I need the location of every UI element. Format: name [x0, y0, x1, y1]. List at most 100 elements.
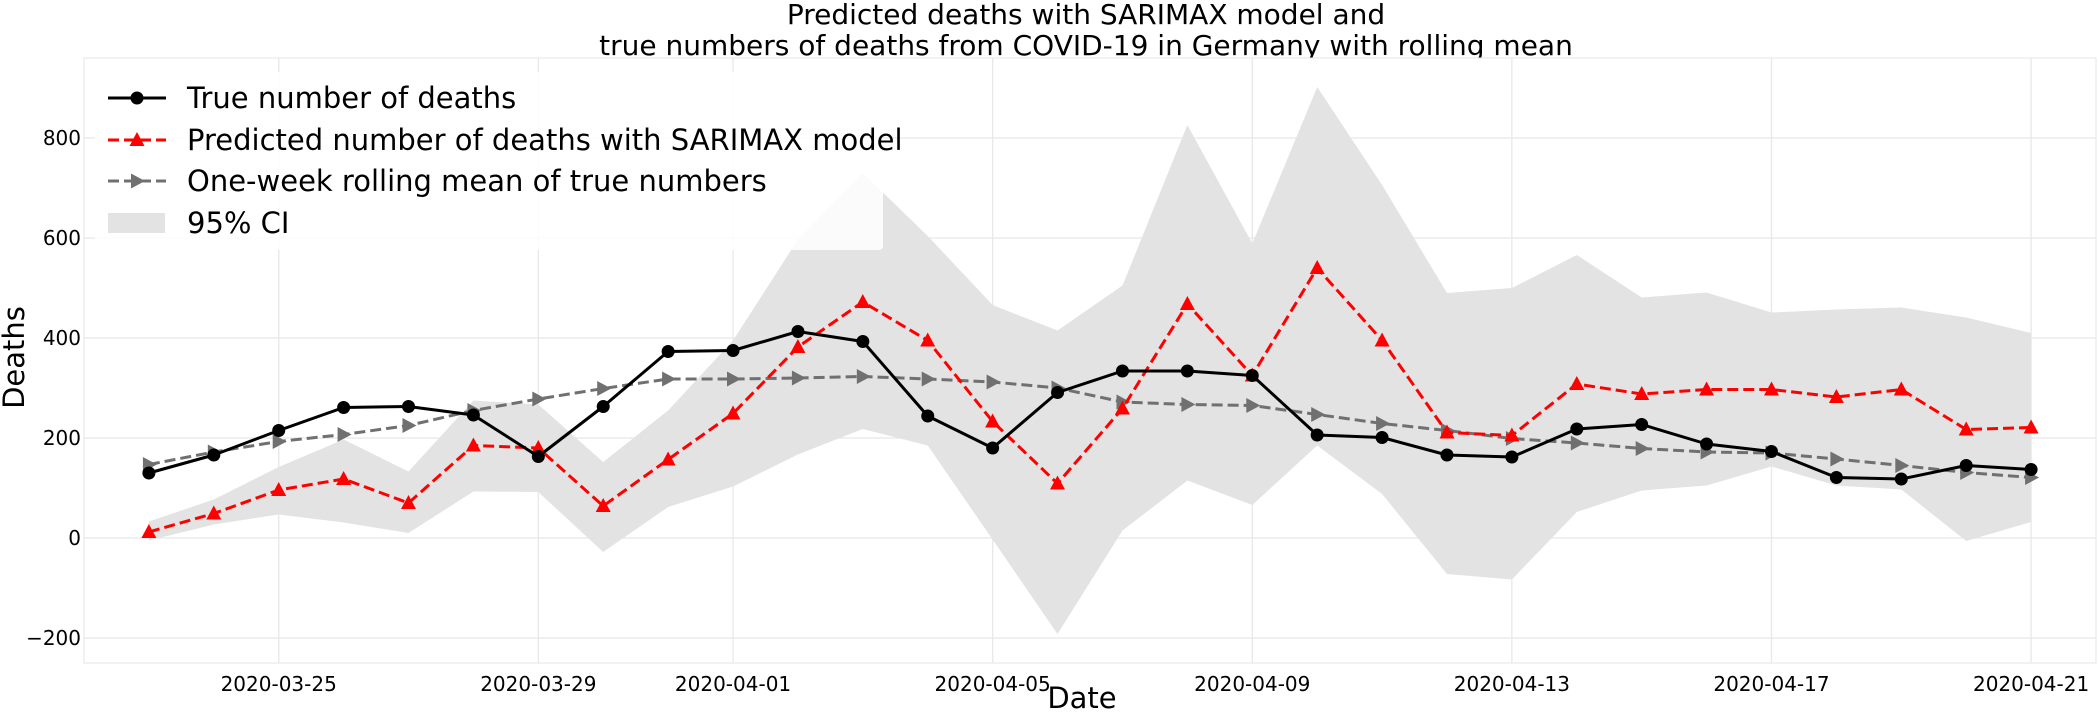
- legend-label: Predicted number of deaths with SARIMAX …: [187, 123, 903, 157]
- data-point: [1440, 448, 1454, 462]
- data-point: [402, 400, 416, 413]
- data-point: [1570, 422, 1584, 436]
- data-point: [337, 427, 352, 442]
- data-point: [402, 418, 417, 433]
- data-point: [466, 408, 480, 422]
- data-point: [1374, 332, 1390, 347]
- data-point: [1245, 369, 1259, 382]
- data-point: [206, 505, 222, 520]
- legend-marker: [130, 91, 144, 105]
- data-point: [1569, 376, 1585, 390]
- x-tick-label: 2020-04-21: [1973, 672, 2089, 696]
- data-point: [2023, 419, 2039, 434]
- legend-label: 95% CI: [187, 206, 289, 240]
- series-line: [148, 266, 2032, 534]
- series-line: [148, 330, 2032, 481]
- series-line: [148, 375, 2032, 479]
- data-point: [1635, 418, 1649, 431]
- data-point: [1635, 441, 1650, 456]
- data-point: [921, 371, 936, 387]
- data-point: [1764, 381, 1779, 396]
- data-point: [1439, 424, 1455, 439]
- data-point: [1375, 431, 1389, 444]
- data-point: [1311, 407, 1326, 422]
- legend-item: 95% CI: [108, 206, 289, 240]
- y-tick-label: 400: [43, 326, 81, 350]
- data-point: [1829, 471, 1843, 484]
- data-point: [1958, 421, 1974, 436]
- data-point: [985, 413, 1001, 428]
- y-tick-label: 800: [43, 126, 81, 150]
- data-point: [271, 482, 287, 496]
- data-point: [1115, 364, 1129, 378]
- confidence-band: [148, 87, 2032, 634]
- data-point: [791, 325, 805, 338]
- data-point: [727, 371, 741, 387]
- data-point: [530, 440, 546, 454]
- data-point: [1895, 458, 1910, 473]
- data-point: [1894, 472, 1908, 486]
- legend-item: Predicted number of deaths with SARIMAX …: [108, 123, 903, 157]
- x-tick-label: 2020-04-05: [935, 672, 1051, 696]
- data-point: [920, 332, 936, 347]
- data-point: [595, 498, 611, 512]
- data-point: [1115, 400, 1130, 415]
- data-point: [597, 381, 612, 396]
- data-point: [1830, 451, 1845, 467]
- y-axis-label: Deaths: [0, 306, 31, 409]
- series-0: [142, 325, 2038, 486]
- data-point: [1310, 428, 1324, 442]
- data-point: [401, 495, 416, 509]
- y-tick-label: −200: [26, 626, 81, 650]
- legend: True number of deaths Predicted number of…: [95, 72, 903, 250]
- data-point: [1376, 416, 1391, 431]
- y-tick-label: 200: [43, 426, 81, 450]
- data-point: [856, 369, 871, 384]
- data-point: [856, 335, 870, 348]
- data-point: [531, 450, 545, 463]
- data-point: [272, 424, 286, 437]
- data-point: [141, 524, 157, 538]
- data-point: [1700, 437, 1714, 451]
- data-point: [336, 471, 352, 485]
- data-point: [1180, 364, 1194, 378]
- x-tick-label: 2020-04-01: [675, 672, 791, 696]
- y-tick-label: 0: [68, 526, 81, 550]
- data-point: [465, 437, 481, 452]
- data-point: [1764, 445, 1778, 458]
- data-point: [1246, 398, 1261, 413]
- data-point: [1505, 450, 1519, 464]
- chart-title-line-2: true numbers of deaths from COVID-19 in …: [599, 29, 1573, 62]
- chart-title-line-1: Predicted deaths with SARIMAX model and: [787, 0, 1385, 31]
- x-tick-label: 2020-03-25: [221, 672, 337, 696]
- data-point: [272, 434, 287, 449]
- data-point: [207, 448, 221, 462]
- legend-box: [95, 72, 883, 250]
- data-point: [791, 370, 806, 386]
- data-point: [596, 400, 610, 413]
- data-point: [1893, 381, 1909, 396]
- y-axis-ticks: −200 0 200 400 600 800: [26, 126, 81, 650]
- data-point: [662, 371, 677, 387]
- data-point: [855, 294, 871, 308]
- legend-swatch: [108, 213, 165, 233]
- x-tick-label: 2020-04-09: [1194, 672, 1310, 696]
- data-point: [726, 344, 740, 357]
- data-point: [1309, 260, 1325, 274]
- data-point: [986, 374, 1001, 390]
- data-point: [790, 339, 806, 353]
- data-point: [142, 466, 156, 480]
- data-point: [921, 409, 935, 423]
- legend-item: True number of deaths: [108, 81, 516, 115]
- data-point: [2024, 463, 2038, 476]
- data-point: [337, 401, 351, 414]
- data-point: [1050, 475, 1065, 490]
- data-point: [986, 441, 1000, 455]
- data-point: [661, 345, 675, 358]
- x-tick-label: 2020-04-13: [1454, 672, 1570, 696]
- data-point: [1051, 386, 1065, 399]
- data-point: [1959, 459, 1973, 472]
- chart-title: Predicted deaths with SARIMAX model and …: [599, 0, 1573, 62]
- legend-marker: [131, 173, 145, 189]
